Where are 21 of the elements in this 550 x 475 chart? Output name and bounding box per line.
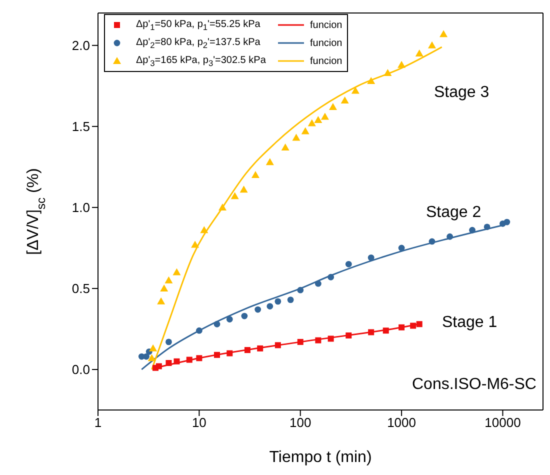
x-tick-label: 1000 [387, 415, 416, 430]
annotation: Stage 2 [426, 204, 482, 222]
x-tick-label: 1 [94, 415, 102, 430]
x-tick-label: 10 [192, 415, 206, 430]
legend-label: Δp'$_{3}$=165 kPa, p$_{3}$'=302.5 kPa [136, 54, 266, 68]
y-tick-label: 0.5 [72, 281, 90, 296]
legend-label: funcion [310, 38, 342, 48]
annotation: Cons.ISO-M6-SC [412, 376, 536, 394]
legend-label: Δp'$_{1}$=50 kPa, p$_{1}$'=55.25 kPa [136, 18, 260, 32]
legend-label: funcion [310, 56, 342, 66]
annotation: Stage 1 [442, 314, 498, 332]
legend-label: funcion [310, 20, 342, 30]
y-tick-label: 2.0 [72, 38, 90, 54]
x-tick-label: 10000 [484, 415, 521, 430]
y-tick-label: 1.5 [72, 119, 90, 134]
x-tick-label: 100 [290, 415, 312, 430]
annotation: Stage 3 [434, 84, 490, 102]
x-axis-title: Tiempo t (min) [269, 449, 372, 466]
y-tick-label: 1.0 [72, 200, 90, 216]
y-tick-label: 0.0 [72, 362, 90, 378]
legend-label: Δp'$_{2}$=80 kPa, p$_{2}$'=137.5 kPa [136, 36, 260, 50]
